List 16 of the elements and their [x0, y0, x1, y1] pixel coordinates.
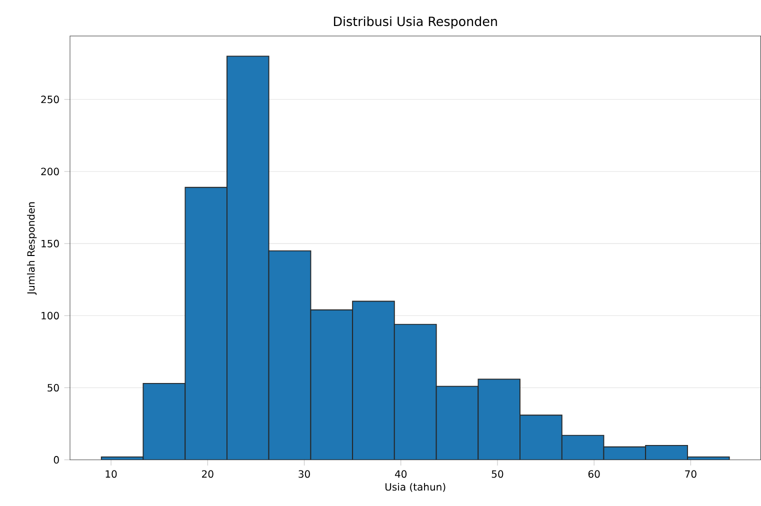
- y-tick-label: 100: [42, 312, 59, 320]
- x-tick-label: 30: [298, 470, 310, 478]
- chart-title: Distribusi Usia Responden: [334, 16, 497, 29]
- x-tick-label: 50: [492, 470, 504, 478]
- y-tick-label: 150: [42, 240, 59, 248]
- x-tick-label: 40: [394, 470, 407, 478]
- y-tick-label: 50: [48, 384, 59, 392]
- y-tick-label: 250: [41, 96, 59, 104]
- x-axis-title: Usia (tahun): [386, 483, 446, 492]
- x-tick-label: 60: [588, 470, 600, 478]
- x-tick-label: 10: [106, 470, 117, 478]
- x-tick-label: 20: [202, 470, 214, 478]
- x-tick-label: 70: [685, 470, 696, 478]
- y-axis-title: Jumlah Responden: [27, 202, 37, 295]
- y-tick-label: 0: [54, 456, 59, 464]
- y-tick-label: 200: [41, 168, 59, 176]
